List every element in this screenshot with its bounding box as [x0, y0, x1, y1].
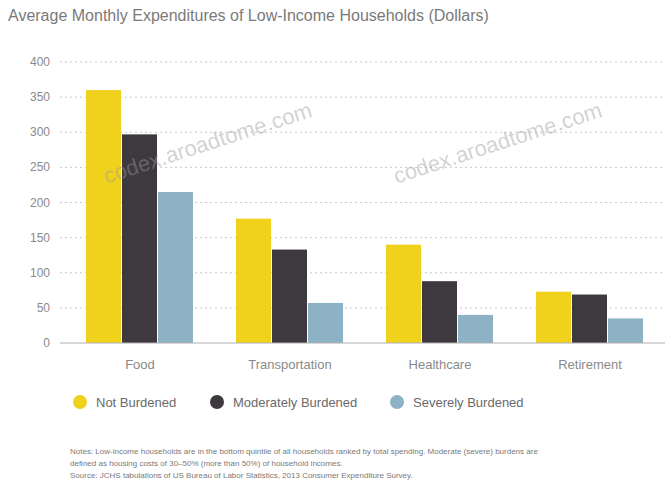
y-tick-label: 150: [30, 231, 50, 245]
bar: [536, 292, 571, 343]
y-tick-label: 300: [30, 125, 50, 139]
chart: Average Monthly Expenditures of Low-Inco…: [0, 0, 672, 497]
y-tick-label: 350: [30, 90, 50, 104]
legend-label: Moderately Burdened: [233, 395, 357, 410]
x-tick-label: Food: [125, 357, 155, 372]
watermark: codex.aroadtome.com: [390, 97, 605, 188]
bar: [158, 192, 193, 343]
x-tick-label: Healthcare: [409, 357, 472, 372]
grid-line: [60, 132, 665, 133]
grid-line: [60, 62, 665, 63]
legend-swatch: [390, 395, 404, 409]
source: Source: JCHS tabulations of US Bureau of…: [70, 471, 413, 480]
y-tick-label: 0: [43, 336, 50, 350]
note: Notes: Low-income households are in the …: [70, 447, 538, 456]
y-tick-label: 100: [30, 266, 50, 280]
watermark: codex.aroadtome.com: [100, 97, 315, 188]
bar: [386, 245, 421, 343]
legend-label: Not Burdened: [96, 395, 176, 410]
bar: [272, 250, 307, 343]
bar: [308, 303, 343, 343]
bar: [86, 90, 121, 343]
x-tick-label: Transportation: [248, 357, 331, 372]
note: defined as housing costs of 30–50% (more…: [70, 459, 343, 468]
bar: [422, 281, 457, 343]
bar: [236, 219, 271, 343]
legend-label: Severely Burdened: [413, 395, 524, 410]
legend-swatch: [73, 395, 87, 409]
y-tick-label: 50: [37, 301, 51, 315]
bar: [572, 295, 607, 343]
grid-line: [60, 97, 665, 98]
bar: [458, 315, 493, 343]
y-tick-label: 200: [30, 196, 50, 210]
y-tick-label: 400: [30, 55, 50, 69]
title: Average Monthly Expenditures of Low-Inco…: [8, 7, 489, 24]
x-axis: [60, 343, 665, 344]
legend-swatch: [210, 395, 224, 409]
bars: [86, 90, 643, 343]
y-tick-label: 250: [30, 160, 50, 174]
x-tick-label: Retirement: [558, 357, 622, 372]
bar: [608, 318, 643, 343]
